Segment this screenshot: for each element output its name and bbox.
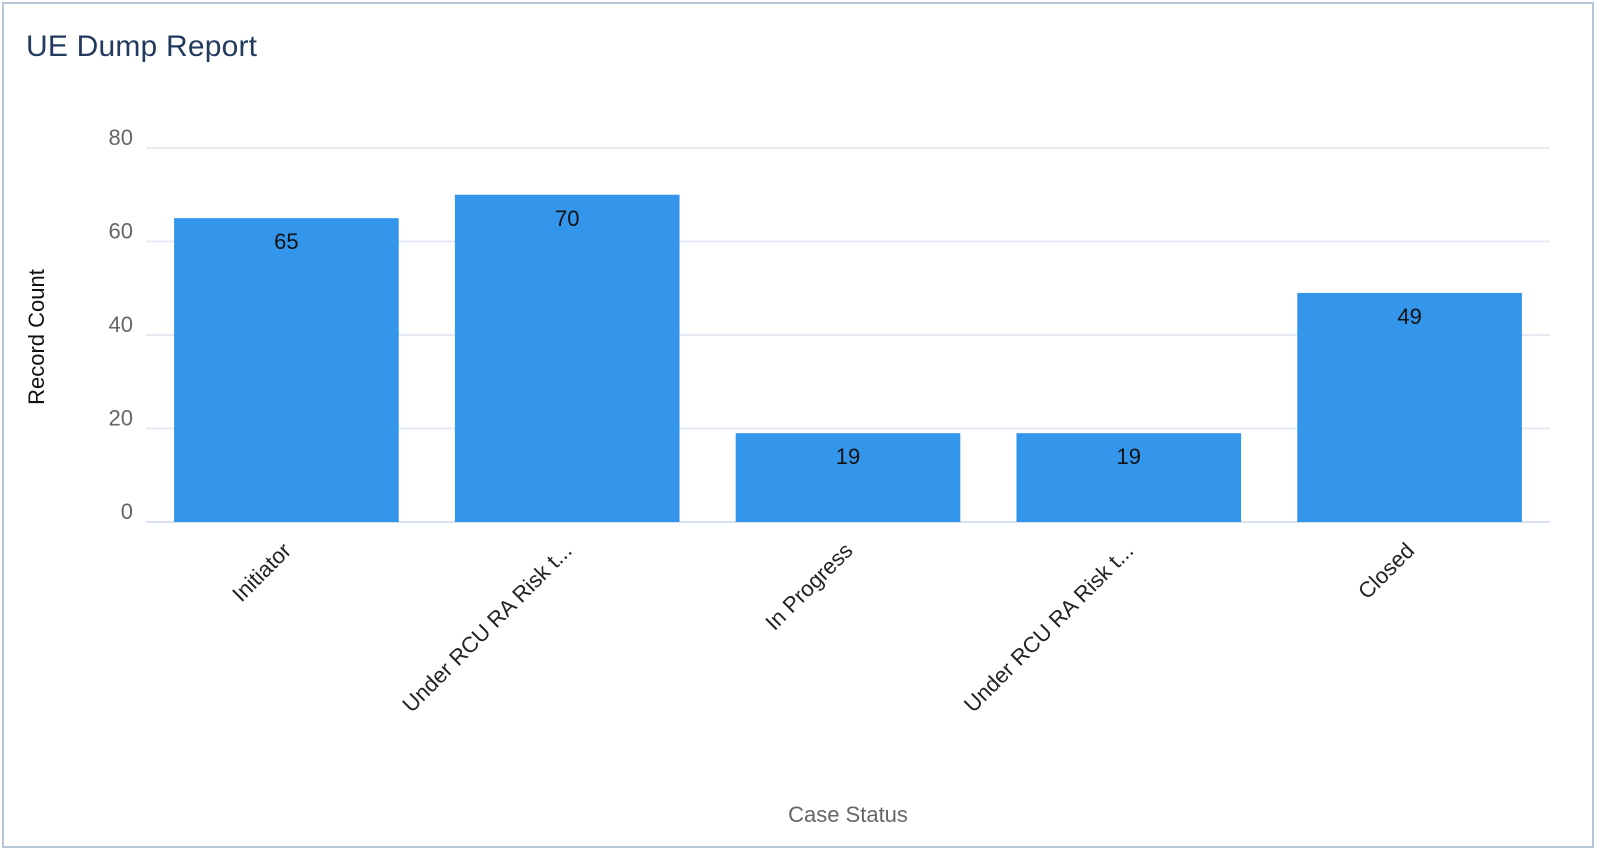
report-title: UE Dump Report: [26, 30, 258, 63]
bars: [174, 194, 1522, 522]
y-tick-label: 80: [109, 125, 133, 150]
y-tick-label: 20: [109, 406, 133, 431]
data-label: 19: [836, 444, 860, 469]
bar[interactable]: [174, 218, 399, 522]
data-label: 70: [555, 206, 579, 231]
bar[interactable]: [735, 433, 961, 522]
bar[interactable]: [1297, 292, 1522, 522]
x-tick-label: In Progress: [760, 538, 857, 635]
x-tick-label: Under RCU RA Risk t...: [397, 538, 576, 717]
y-axis-title: Record Count: [24, 269, 49, 405]
y-tick-label: 60: [109, 219, 133, 244]
x-axis-title: Case Status: [788, 802, 908, 827]
y-axis-ticks: 0 20 40 60 80: [109, 125, 133, 524]
y-tick-label: 40: [109, 312, 133, 337]
data-label: 19: [1117, 444, 1141, 469]
x-tick-label: Initiator: [227, 538, 296, 607]
bar[interactable]: [454, 194, 680, 522]
x-tick-label: Under RCU RA Risk t...: [959, 538, 1138, 717]
x-tick-label: Closed: [1353, 538, 1419, 604]
data-labels: 65 70 19 19 49: [274, 206, 1422, 469]
data-label: 49: [1397, 304, 1421, 329]
x-axis-ticks: Initiator Under RCU RA Risk t... In Progre…: [227, 538, 1419, 717]
bar[interactable]: [1016, 433, 1242, 522]
data-label: 65: [274, 229, 298, 254]
y-tick-label: 0: [121, 499, 133, 524]
